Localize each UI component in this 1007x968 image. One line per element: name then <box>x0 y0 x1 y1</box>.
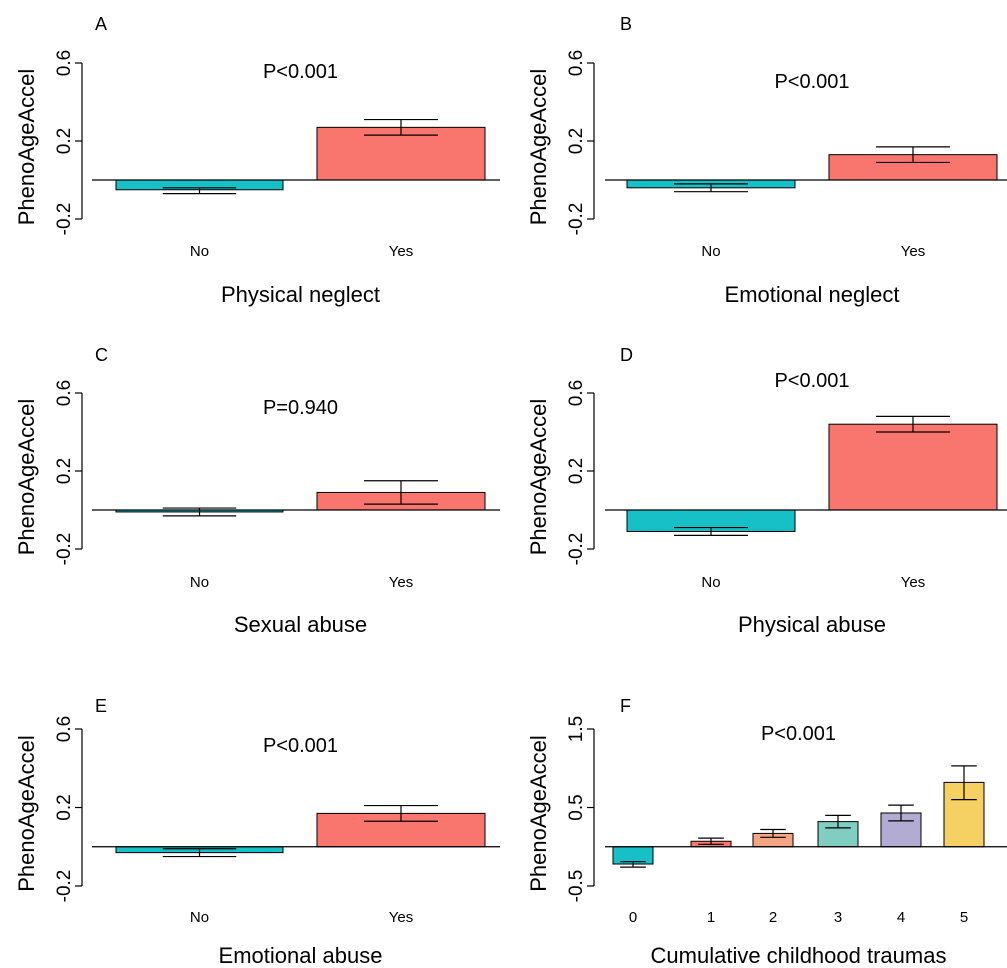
panel-f-letter: F <box>620 696 631 716</box>
panel-b-ytick-label: 0.2 <box>566 128 587 154</box>
panel-b-y-label: PhenoAgeAccel <box>526 69 551 226</box>
panel-d-x-label: Physical abuse <box>738 612 886 637</box>
panel-a-category-label: No <box>190 243 209 260</box>
panel-b-p-value: P<0.001 <box>774 71 849 93</box>
panel-c-category-label: Yes <box>389 574 413 591</box>
panel-f-x-label: Cumulative childhood traumas <box>651 943 947 968</box>
panel-a-x-label: Physical neglect <box>221 282 380 307</box>
panel-f-ytick-label: 1.5 <box>566 716 587 742</box>
panel-f-category-label: 2 <box>769 909 777 926</box>
panel-e-category-label: Yes <box>389 909 413 926</box>
panel-c-p-value: P=0.940 <box>263 397 338 419</box>
panel-f-ytick-label: -0.5 <box>566 870 587 903</box>
panel-d-y-label: PhenoAgeAccel <box>526 399 551 556</box>
panel-c-ytick-label: 0.2 <box>54 458 75 484</box>
panel-b-category-label: No <box>701 243 720 260</box>
panel-b-ytick-label: -0.2 <box>566 203 587 236</box>
panel-f-p-value: P<0.001 <box>761 723 836 745</box>
panel-d-bar-yes <box>828 423 998 511</box>
panel-a-ytick-label: 0.6 <box>54 50 75 76</box>
panel-e-x-label: Emotional abuse <box>219 943 383 968</box>
panel-d-ytick-label: -0.2 <box>566 533 587 566</box>
panel-c-ytick-label: -0.2 <box>54 533 75 566</box>
panel-d-p-value: P<0.001 <box>774 370 849 392</box>
panel-f-y-label: PhenoAgeAccel <box>526 735 551 892</box>
panel-e-category-label: No <box>190 909 209 926</box>
panel-d-category-label: Yes <box>901 574 925 591</box>
panel-f-category-label: 4 <box>897 909 905 926</box>
panel-e-ytick-label: 0.6 <box>54 716 75 742</box>
panel-a-y-label: PhenoAgeAccel <box>14 69 39 226</box>
panel-b-letter: B <box>620 14 632 34</box>
panel-a-letter: A <box>95 14 107 34</box>
panel-a-ytick-label: -0.2 <box>54 203 75 236</box>
panel-e-ytick-label: -0.2 <box>54 870 75 903</box>
panel-d-ytick-label: 0.2 <box>566 458 587 484</box>
panel-c-category-label: No <box>190 574 209 591</box>
panel-e-p-value: P<0.001 <box>263 735 338 757</box>
panel-f-ytick-label: 0.5 <box>566 794 587 820</box>
panel-b-category-label: Yes <box>901 243 925 260</box>
panel-b-x-label: Emotional neglect <box>725 282 900 307</box>
panel-a-category-label: Yes <box>389 243 413 260</box>
panel-e-ytick-label: 0.2 <box>54 794 75 820</box>
panel-f-category-label: 0 <box>629 909 637 926</box>
panel-c-y-label: PhenoAgeAccel <box>14 399 39 556</box>
panel-c-letter: C <box>95 345 108 365</box>
panel-c-ytick-label: 0.6 <box>54 380 75 406</box>
panel-a-p-value: P<0.001 <box>263 61 338 83</box>
panel-d-ytick-label: 0.6 <box>566 380 587 406</box>
panel-f-category-label: 3 <box>834 909 842 926</box>
panel-e-letter: E <box>95 696 107 716</box>
panel-f-category-label: 1 <box>707 909 715 926</box>
panel-a-ytick-label: 0.2 <box>54 128 75 154</box>
panel-d-letter: D <box>620 345 633 365</box>
panel-e-y-label: PhenoAgeAccel <box>14 735 39 892</box>
panel-b-ytick-label: 0.6 <box>566 50 587 76</box>
panel-c-x-label: Sexual abuse <box>234 612 367 637</box>
panel-f-category-label: 5 <box>960 909 968 926</box>
panel-d-category-label: No <box>701 574 720 591</box>
